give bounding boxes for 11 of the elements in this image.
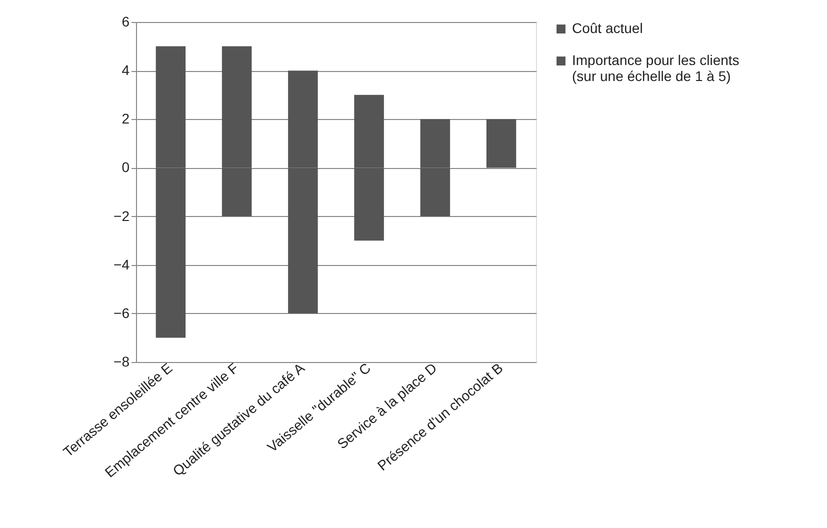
legend-label: Importance pour les clients (sur une échelle de 1 à 5) bbox=[572, 52, 740, 84]
y-tick-label: −6 bbox=[114, 304, 130, 321]
y-tick-label: 6 bbox=[122, 14, 130, 30]
y-tick-label: 0 bbox=[122, 159, 130, 176]
y-tick-label: −2 bbox=[114, 208, 130, 224]
y-tick-label: −4 bbox=[114, 256, 130, 272]
y-tick-label: 4 bbox=[122, 62, 130, 78]
y-tick-label: −8 bbox=[114, 354, 130, 370]
legend-label: Coût actuel bbox=[572, 20, 643, 36]
bar bbox=[486, 119, 516, 168]
y-tick-label: 2 bbox=[122, 110, 130, 127]
